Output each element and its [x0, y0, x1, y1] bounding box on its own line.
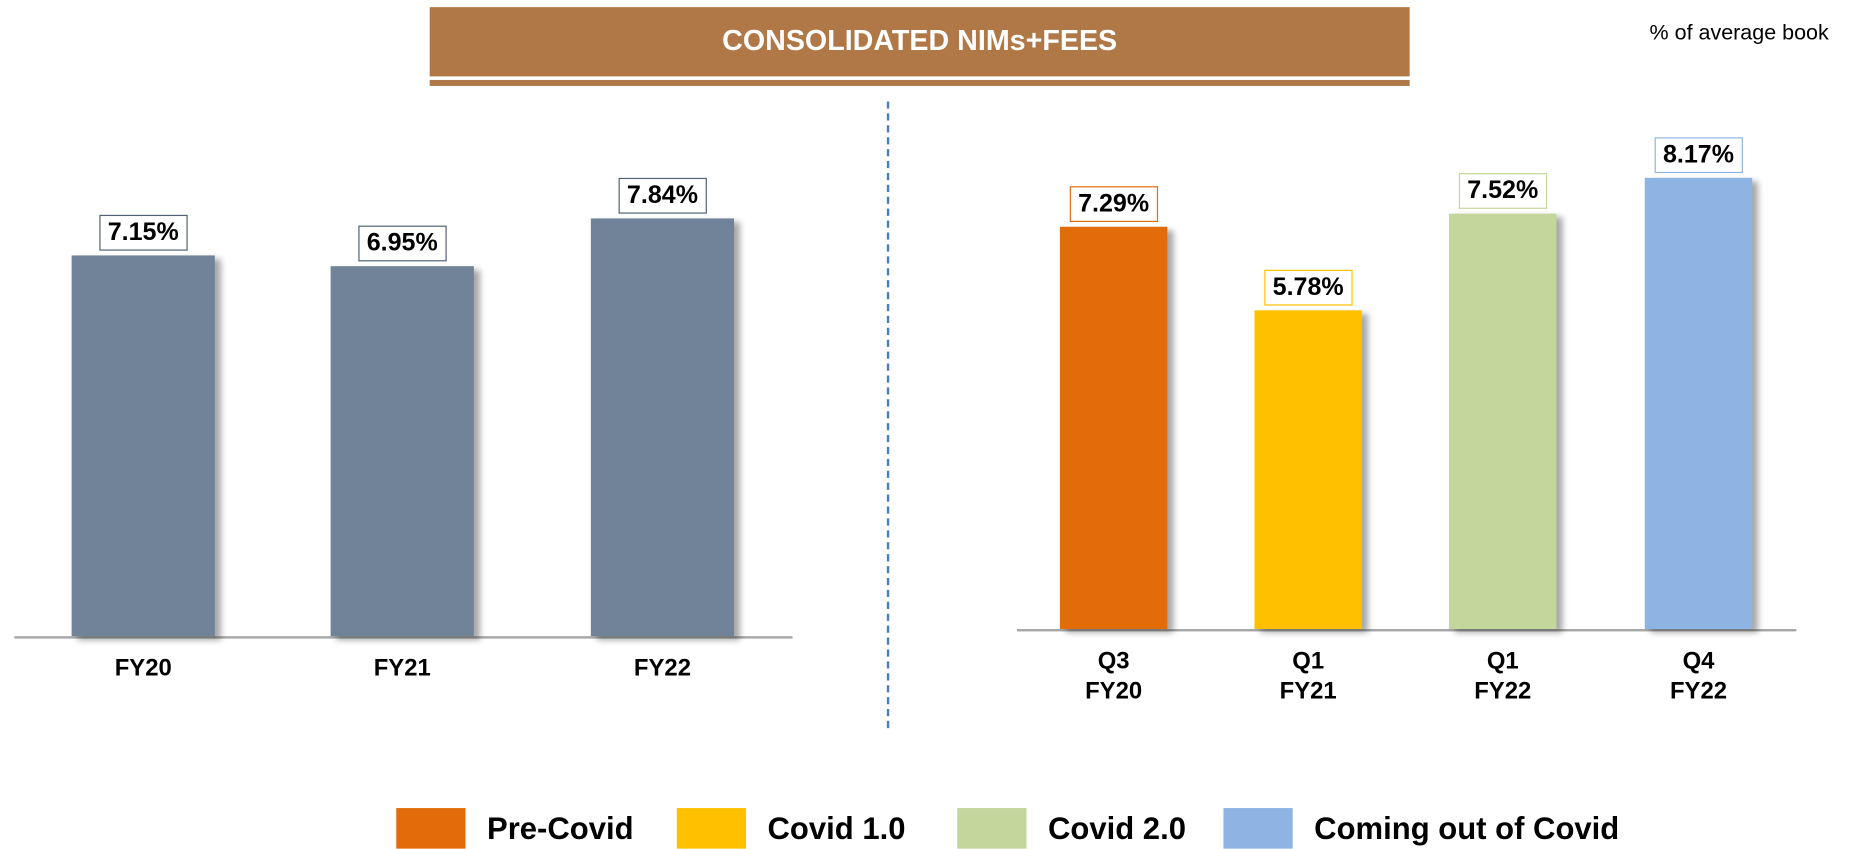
value-label: 7.84%: [618, 177, 707, 214]
legend-label: Pre-Covid: [486, 810, 634, 847]
bar: [71, 254, 215, 637]
x-tick-label: FY21: [373, 655, 431, 682]
legend-swatch: [1223, 808, 1293, 849]
legend-label: Covid 1.0: [767, 810, 906, 847]
value-label: 7.29%: [1069, 186, 1158, 223]
value-label: 8.17%: [1654, 137, 1743, 174]
value-label: 5.78%: [1264, 269, 1353, 306]
value-label: 6.95%: [358, 225, 447, 261]
legend-label: Covid 2.0: [1047, 810, 1186, 847]
baseline: [14, 636, 793, 639]
value-label: 7.15%: [99, 214, 188, 251]
bar: [1449, 214, 1557, 630]
title-underline: [429, 79, 1410, 86]
bar: [330, 265, 474, 637]
value-label: 7.52%: [1458, 173, 1547, 210]
x-tick-label: FY22: [633, 655, 691, 682]
x-tick-label: Q1 FY21: [1279, 648, 1337, 705]
x-tick-label: Q3 FY20: [1085, 648, 1143, 705]
legend-swatch: [676, 808, 747, 849]
legend-label: Coming out of Covid: [1314, 810, 1620, 847]
bar: [1059, 226, 1168, 630]
x-tick-label: FY20: [114, 655, 172, 682]
x-tick-label: Q4 FY22: [1669, 648, 1728, 705]
bar: [590, 218, 735, 637]
divider: [886, 101, 890, 729]
legend-swatch: [957, 808, 1027, 849]
bar: [1254, 310, 1362, 630]
legend-swatch: [396, 808, 466, 849]
unit-note: % of average book: [1649, 20, 1829, 45]
title-banner: CONSOLIDATED NIMs+FEES: [429, 7, 1410, 77]
x-tick-label: Q1 FY22: [1474, 648, 1532, 705]
baseline: [1016, 629, 1797, 632]
bar: [1644, 178, 1753, 630]
